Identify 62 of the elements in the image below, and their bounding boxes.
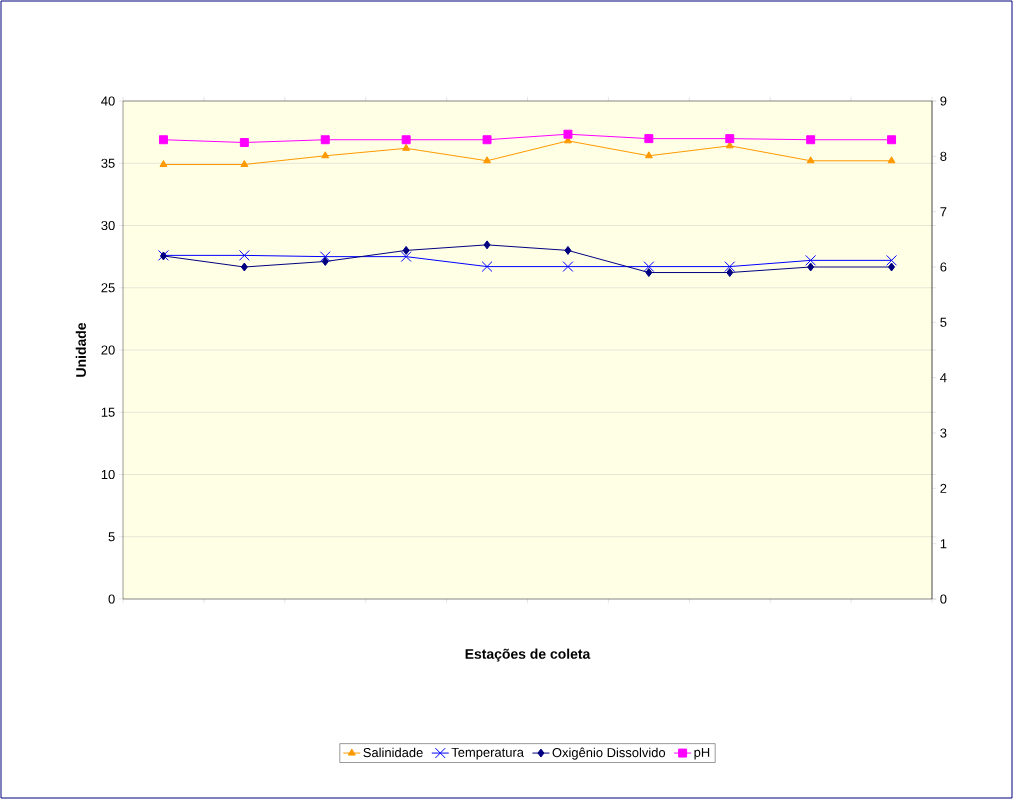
point — [482, 135, 492, 145]
point — [483, 156, 491, 164]
point — [644, 151, 653, 159]
y-tick-label: 20 — [101, 345, 115, 355]
point — [321, 151, 330, 159]
point — [481, 261, 493, 273]
y2-tick-label: 6 — [940, 262, 947, 272]
point — [726, 268, 734, 278]
point — [806, 135, 816, 145]
point — [238, 249, 250, 261]
point — [158, 135, 168, 145]
point — [159, 160, 168, 167]
point — [564, 245, 572, 255]
point — [401, 135, 411, 145]
point — [319, 251, 331, 263]
y2-tick-label: 2 — [940, 483, 947, 493]
point — [888, 262, 896, 272]
y-tick-label: 40 — [101, 96, 115, 106]
point — [400, 251, 412, 263]
point — [724, 261, 736, 273]
y-tick-label: 5 — [108, 532, 115, 542]
point — [887, 135, 897, 145]
y-tick-label: 35 — [101, 158, 115, 168]
point — [562, 261, 574, 273]
point — [807, 262, 815, 272]
y-tick-label: 10 — [101, 469, 115, 480]
y2-tick-label: 1 — [940, 539, 947, 549]
y2-tick-label: 9 — [940, 96, 947, 106]
point — [320, 135, 330, 145]
legend-label: pH — [694, 747, 710, 760]
x-axis-title: Estações de coleta — [465, 648, 591, 662]
y-tick-label: 15 — [101, 407, 115, 417]
point — [643, 261, 655, 273]
legend-label: Temperatura — [451, 747, 524, 760]
y2-tick-label: 7 — [940, 207, 947, 217]
point — [321, 256, 329, 266]
point — [644, 134, 654, 144]
point — [402, 143, 411, 151]
y-tick-label: 0 — [108, 594, 115, 604]
point — [483, 240, 491, 250]
y-axis-title: Unidade — [75, 322, 86, 377]
legend-label: Salinidade — [363, 747, 423, 758]
y2-tick-label: 3 — [940, 428, 947, 438]
y-tick-label: 25 — [101, 283, 115, 293]
point — [240, 160, 249, 167]
point — [645, 268, 653, 278]
y2-tick-label: 4 — [940, 373, 947, 383]
point — [806, 156, 815, 164]
y2-tick-label: 8 — [940, 151, 947, 161]
y2-tick-label: 5 — [940, 317, 947, 327]
point — [239, 138, 249, 147]
y2-tick-label: 0 — [940, 594, 947, 604]
point — [886, 254, 897, 266]
point — [402, 245, 410, 255]
point — [725, 141, 734, 149]
point — [725, 134, 735, 144]
point — [805, 254, 817, 266]
y-tick-label: 30 — [101, 220, 115, 231]
point — [563, 129, 573, 139]
point — [240, 262, 248, 272]
legend-label: Oxigênio Dissolvido — [552, 747, 666, 760]
point — [887, 156, 896, 164]
